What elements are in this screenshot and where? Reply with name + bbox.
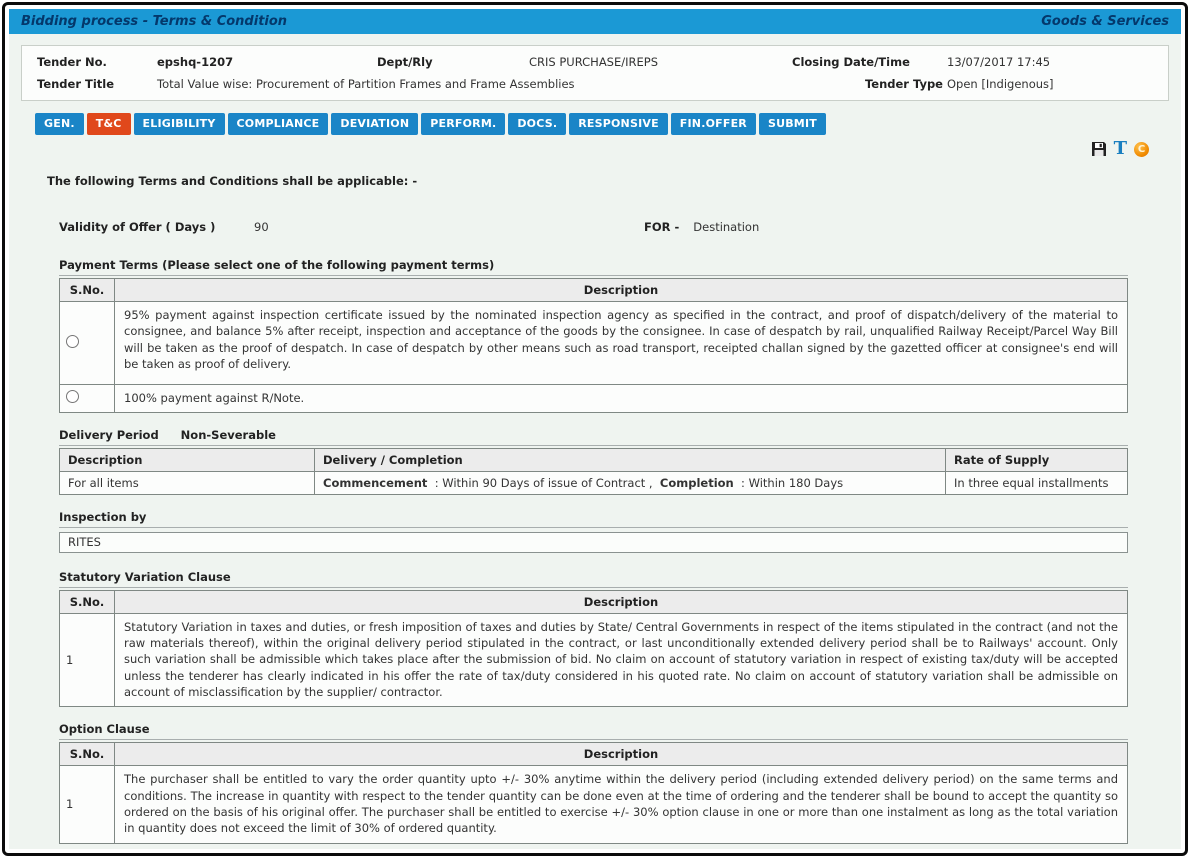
commencement-text: : Within 90 Days of issue of Contract ,: [434, 475, 653, 490]
module-title: Goods & Services: [1041, 14, 1169, 29]
validity-value: 90: [254, 220, 269, 234]
payment-term-radio-cell: [59, 300, 115, 386]
circle-c-icon[interactable]: C: [1134, 141, 1149, 157]
tab-eligibility[interactable]: ELIGIBILITY: [133, 113, 225, 135]
inspection-section: Inspection by: [59, 510, 1128, 553]
statutory-clause-row: 1 Statutory Variation in taxes and dutie…: [59, 612, 1128, 708]
tender-no-label: Tender No.: [37, 55, 107, 69]
delivery-period-table: Description Delivery / Completion Rate o…: [59, 447, 1128, 495]
option-clause-sno: 1: [59, 765, 115, 844]
tab-responsive[interactable]: RESPONSIVE: [569, 113, 668, 135]
tender-no-value: epshq-1207: [157, 55, 234, 69]
dept-label: Dept/Rly: [377, 55, 433, 69]
delivery-description: For all items: [59, 470, 315, 495]
inspection-heading: Inspection by: [59, 510, 1128, 528]
page-body: Bidding process - Terms & Condition Good…: [9, 9, 1181, 849]
severable-label: Non-Severable: [180, 427, 276, 442]
payment-terms-heading: Payment Terms (Please select one of the …: [59, 258, 1128, 276]
completion-column-header: Delivery / Completion: [314, 447, 946, 472]
tab-docs[interactable]: DOCS.: [508, 113, 567, 135]
tab-deviation[interactable]: DEVIATION: [331, 113, 419, 135]
option-clause-row: 1 The purchaser shall be entitled to var…: [59, 765, 1128, 844]
tender-summary: Tender No. epshq-1207 Dept/Rly CRIS PURC…: [21, 45, 1169, 101]
tender-type-value: Open [Indigenous]: [947, 77, 1054, 91]
inspection-agency-field[interactable]: [59, 531, 1128, 553]
table-header-row: S.No. Description: [59, 589, 1128, 614]
commencement-label: Commencement: [323, 475, 428, 490]
validity-label: Validity of Offer ( Days ): [59, 220, 216, 234]
statutory-variation-table: S.No. Description 1 Statutory Variation …: [59, 589, 1128, 708]
description-column-header: Description: [59, 447, 315, 472]
payment-term-description: 95% payment against inspection certifica…: [114, 300, 1128, 386]
payment-term-radio-cell: [59, 384, 115, 413]
intro-text: The following Terms and Conditions shall…: [47, 174, 418, 188]
payment-term-description: 100% payment against R/Note.: [114, 384, 1128, 413]
tender-row-1: Tender No. epshq-1207 Dept/Rly CRIS PURC…: [37, 51, 1168, 73]
delivery-rate: In three equal installments: [945, 470, 1128, 495]
payment-term-row: 100% payment against R/Note.: [59, 384, 1128, 413]
payment-term-row: 95% payment against inspection certifica…: [59, 300, 1128, 386]
save-icon[interactable]: [1091, 141, 1107, 157]
tender-type-label: Tender Type: [864, 77, 943, 91]
delivery-period-label: Delivery Period: [59, 427, 159, 442]
tender-title-value: Total Value wise: Procurement of Partiti…: [157, 77, 575, 91]
payment-term-radio-1[interactable]: [66, 335, 79, 349]
payment-terms-table: S.No. Description 95% payment against in…: [59, 278, 1128, 413]
tender-title-label: Tender Title: [37, 77, 115, 91]
payment-terms-section: Payment Terms (Please select one of the …: [59, 258, 1128, 413]
description-column-header: Description: [114, 742, 1128, 767]
sno-column-header: S.No.: [59, 278, 115, 302]
option-clause-section: Option Clause S.No. Description 1 The pu…: [59, 722, 1128, 844]
title-bar: Bidding process - Terms & Condition Good…: [9, 9, 1181, 34]
closing-label: Closing Date/Time: [792, 55, 910, 69]
description-column-header: Description: [114, 589, 1128, 614]
delivery-row: For all items Commencement : Within 90 D…: [59, 470, 1128, 495]
tab-bar: GEN. T&C ELIGIBILITY COMPLIANCE DEVIATIO…: [35, 113, 1181, 135]
tender-row-2: Tender Title Total Value wise: Procureme…: [37, 73, 1168, 95]
tab-perform[interactable]: PERFORM.: [421, 113, 506, 135]
statutory-clause-sno: 1: [59, 612, 115, 708]
table-header-row: Description Delivery / Completion Rate o…: [59, 447, 1128, 472]
closing-value: 13/07/2017 17:45: [947, 55, 1051, 69]
table-header-row: S.No. Description: [59, 278, 1128, 302]
tab-gen[interactable]: GEN.: [35, 113, 84, 135]
text-icon[interactable]: T: [1113, 138, 1127, 159]
page-title: Bidding process - Terms & Condition: [21, 14, 288, 29]
tab-submit[interactable]: SUBMIT: [758, 113, 826, 135]
statutory-variation-heading: Statutory Variation Clause: [59, 570, 1128, 588]
rate-column-header: Rate of Supply: [945, 447, 1128, 472]
statutory-clause-description: Statutory Variation in taxes and duties,…: [114, 612, 1128, 708]
validity-row: Validity of Offer ( Days ) 90 FOR - Dest…: [59, 220, 1181, 234]
sno-column-header: S.No.: [59, 589, 115, 614]
statutory-variation-section: Statutory Variation Clause S.No. Descrip…: [59, 570, 1128, 708]
completion-label: Completion: [659, 475, 734, 490]
delivery-period-heading: Delivery Period Non-Severable: [59, 428, 1128, 446]
for-label: FOR -: [644, 220, 680, 234]
option-clause-description: The purchaser shall be entitled to vary …: [114, 765, 1128, 844]
toolbar-icons: T C: [9, 139, 1149, 159]
dept-value: CRIS PURCHASE/IREPS: [529, 55, 659, 69]
sno-column-header: S.No.: [59, 742, 115, 767]
tab-finoffer[interactable]: FIN.OFFER: [670, 113, 756, 135]
option-clause-table: S.No. Description 1 The purchaser shall …: [59, 742, 1128, 844]
option-clause-heading: Option Clause: [59, 722, 1128, 741]
description-column-header: Description: [114, 278, 1128, 302]
for-value: Destination: [693, 220, 760, 234]
delivery-period-section: Delivery Period Non-Severable Description…: [59, 428, 1128, 495]
tab-tc[interactable]: T&C: [86, 113, 131, 135]
table-header-row: S.No. Description: [59, 742, 1128, 767]
delivery-completion: Commencement : Within 90 Days of issue o…: [314, 470, 946, 495]
completion-text: : Within 180 Days: [741, 475, 844, 490]
payment-term-radio-2[interactable]: [66, 390, 79, 404]
tab-compliance[interactable]: COMPLIANCE: [227, 113, 329, 135]
